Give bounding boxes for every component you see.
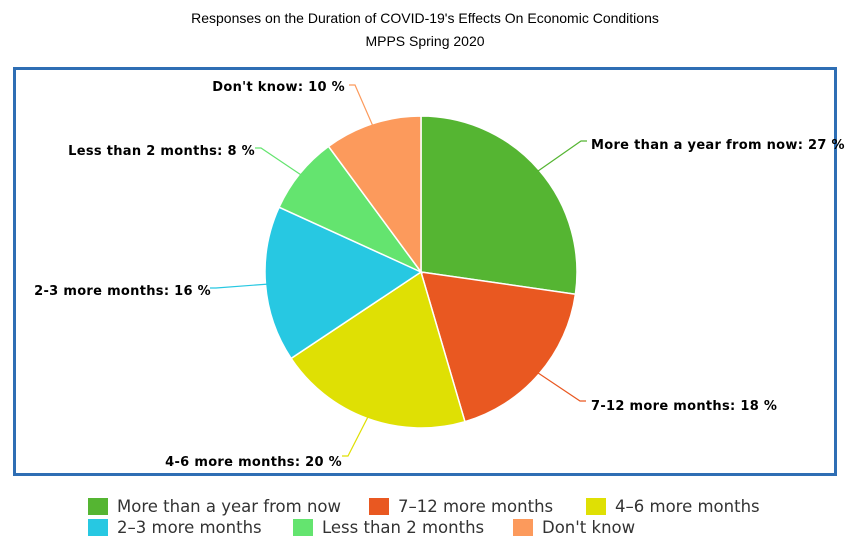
legend-label-dont-know: Don't know <box>542 518 636 537</box>
legend-item-more-than-a-year[interactable]: More than a year from now <box>88 497 341 516</box>
data-label-2: 4-6 more months: 20 % <box>165 455 342 470</box>
leader-line-1 <box>535 371 586 402</box>
data-label-3: 2-3 more months: 16 % <box>34 284 211 299</box>
chart-subtitle: MPPS Spring 2020 <box>365 33 485 49</box>
legend-item-7-12-months[interactable]: 7–12 more months <box>369 497 553 516</box>
legend-label-2-3-months: 2–3 more months <box>117 518 262 537</box>
legend-label-7-12-months: 7–12 more months <box>398 497 554 516</box>
legend-item-2-3-months[interactable]: 2–3 more months <box>88 518 262 537</box>
leader-line-3 <box>210 283 270 289</box>
data-label-4: Less than 2 months: 8 % <box>68 144 255 159</box>
legend-swatch-dont-know <box>513 519 533 536</box>
legend-label-less-than-2-months: Less than 2 months <box>322 518 485 537</box>
legend-label-4-6-months: 4–6 more months <box>615 497 760 516</box>
legend-swatch-2-3-months <box>88 519 108 536</box>
legend-swatch-7-12-months <box>369 498 389 515</box>
leader-line-4 <box>255 147 304 177</box>
leader-line-2 <box>342 414 370 457</box>
legend-swatch-less-than-2-months <box>293 519 313 536</box>
leader-line-5 <box>349 84 375 128</box>
chart-title: Responses on the Duration of COVID-19's … <box>191 10 659 26</box>
legend-item-4-6-months[interactable]: 4–6 more months <box>586 497 760 516</box>
legend-swatch-more-than-a-year <box>88 498 108 515</box>
legend-label-more-than-a-year: More than a year from now <box>117 497 341 516</box>
leader-line-0 <box>535 140 587 173</box>
legend-item-less-than-2-months[interactable]: Less than 2 months <box>293 518 484 537</box>
legend-swatch-4-6-months <box>586 498 606 515</box>
data-label-5: Don't know: 10 % <box>212 80 345 95</box>
legend-item-dont-know[interactable]: Don't know <box>513 518 635 537</box>
pie-slice-0[interactable] <box>420 115 578 296</box>
data-label-0: More than a year from now: 27 % <box>591 138 845 153</box>
data-label-1: 7-12 more months: 18 % <box>591 399 777 414</box>
